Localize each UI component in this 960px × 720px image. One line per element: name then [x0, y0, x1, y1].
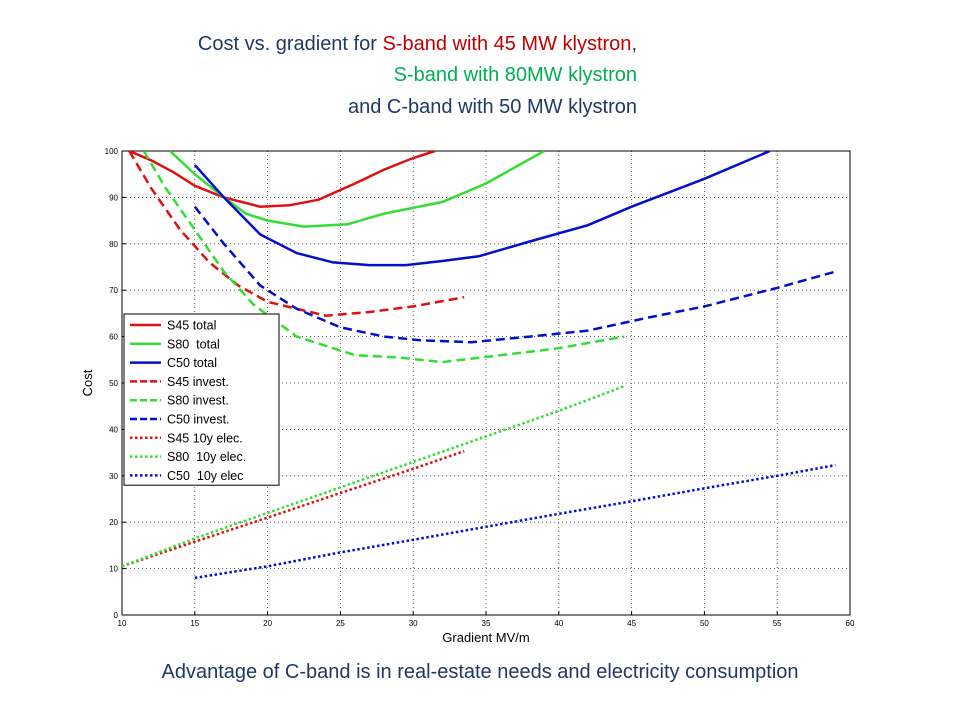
series-line — [122, 450, 465, 568]
legend-label: S45 total — [167, 319, 216, 333]
x-tick-label: 10 — [118, 619, 127, 628]
y-tick-label: 100 — [105, 147, 119, 156]
series-line — [128, 151, 465, 317]
y-tick-label: 20 — [109, 518, 118, 527]
y-tick-label: 40 — [109, 425, 118, 434]
series-line — [169, 151, 545, 228]
x-tick-label: 20 — [263, 619, 272, 628]
legend-label: S80 invest. — [167, 394, 229, 408]
y-tick-label: 90 — [109, 193, 118, 202]
x-tick-label: 60 — [846, 619, 855, 628]
x-tick-label: 35 — [482, 619, 491, 628]
series-line — [122, 385, 625, 568]
chart-title: and C-band with 50 MW klystron — [348, 96, 637, 118]
series-group — [122, 151, 836, 580]
x-axis-label: Gradient MV/m — [442, 630, 529, 645]
x-tick-label: 40 — [554, 619, 563, 628]
chart-title: S-band with 80MW klystron — [394, 64, 637, 86]
x-tick-label: 55 — [773, 619, 782, 628]
y-tick-label: 0 — [114, 611, 119, 620]
series-line — [193, 205, 836, 344]
footer: Advantage of C-band is in real-estate ne… — [161, 661, 798, 683]
chart-title: Cost vs. gradient for S-band with 45 MW … — [198, 33, 637, 55]
y-tick-label: 80 — [109, 240, 118, 249]
y-axis-label: Cost — [80, 369, 95, 396]
series-line — [128, 151, 436, 208]
series-line — [142, 151, 625, 364]
y-tick-label: 70 — [109, 286, 118, 295]
title-part: Cost vs. gradient for — [198, 33, 383, 55]
y-tick-label: 10 — [109, 565, 118, 574]
title-part: S-band with 80MW klystron — [394, 64, 637, 86]
x-tick-label: 25 — [336, 619, 345, 628]
legend-label: S45 10y elec. — [167, 431, 243, 445]
title-part: , — [631, 33, 637, 55]
y-tick-label: 60 — [109, 333, 118, 342]
y-tick-label: 50 — [109, 379, 118, 388]
x-tick-label: 15 — [190, 619, 199, 628]
series-line — [194, 463, 836, 580]
legend-label: C50 10y elec — [167, 469, 243, 483]
title-part: and C-band with 50 MW klystron — [348, 96, 637, 118]
series-line — [193, 151, 771, 267]
x-tick-label: 30 — [409, 619, 418, 628]
legend-label: C50 invest. — [167, 413, 230, 427]
legend-label: S45 invest. — [167, 375, 229, 389]
legend-label: S80 total — [167, 337, 220, 351]
y-tick-label: 30 — [109, 472, 118, 481]
legend-label: C50 total — [167, 356, 217, 370]
title-part: S-band with 45 MW klystron — [382, 33, 631, 55]
legend-label: S80 10y elec. — [167, 450, 246, 464]
legend-box — [123, 313, 280, 486]
x-tick-label: 50 — [700, 619, 709, 628]
x-tick-label: 45 — [627, 619, 636, 628]
